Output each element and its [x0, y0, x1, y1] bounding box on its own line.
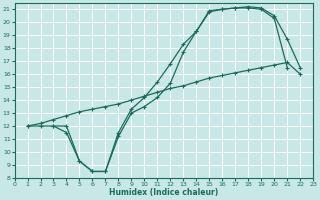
X-axis label: Humidex (Indice chaleur): Humidex (Indice chaleur) — [109, 188, 219, 197]
